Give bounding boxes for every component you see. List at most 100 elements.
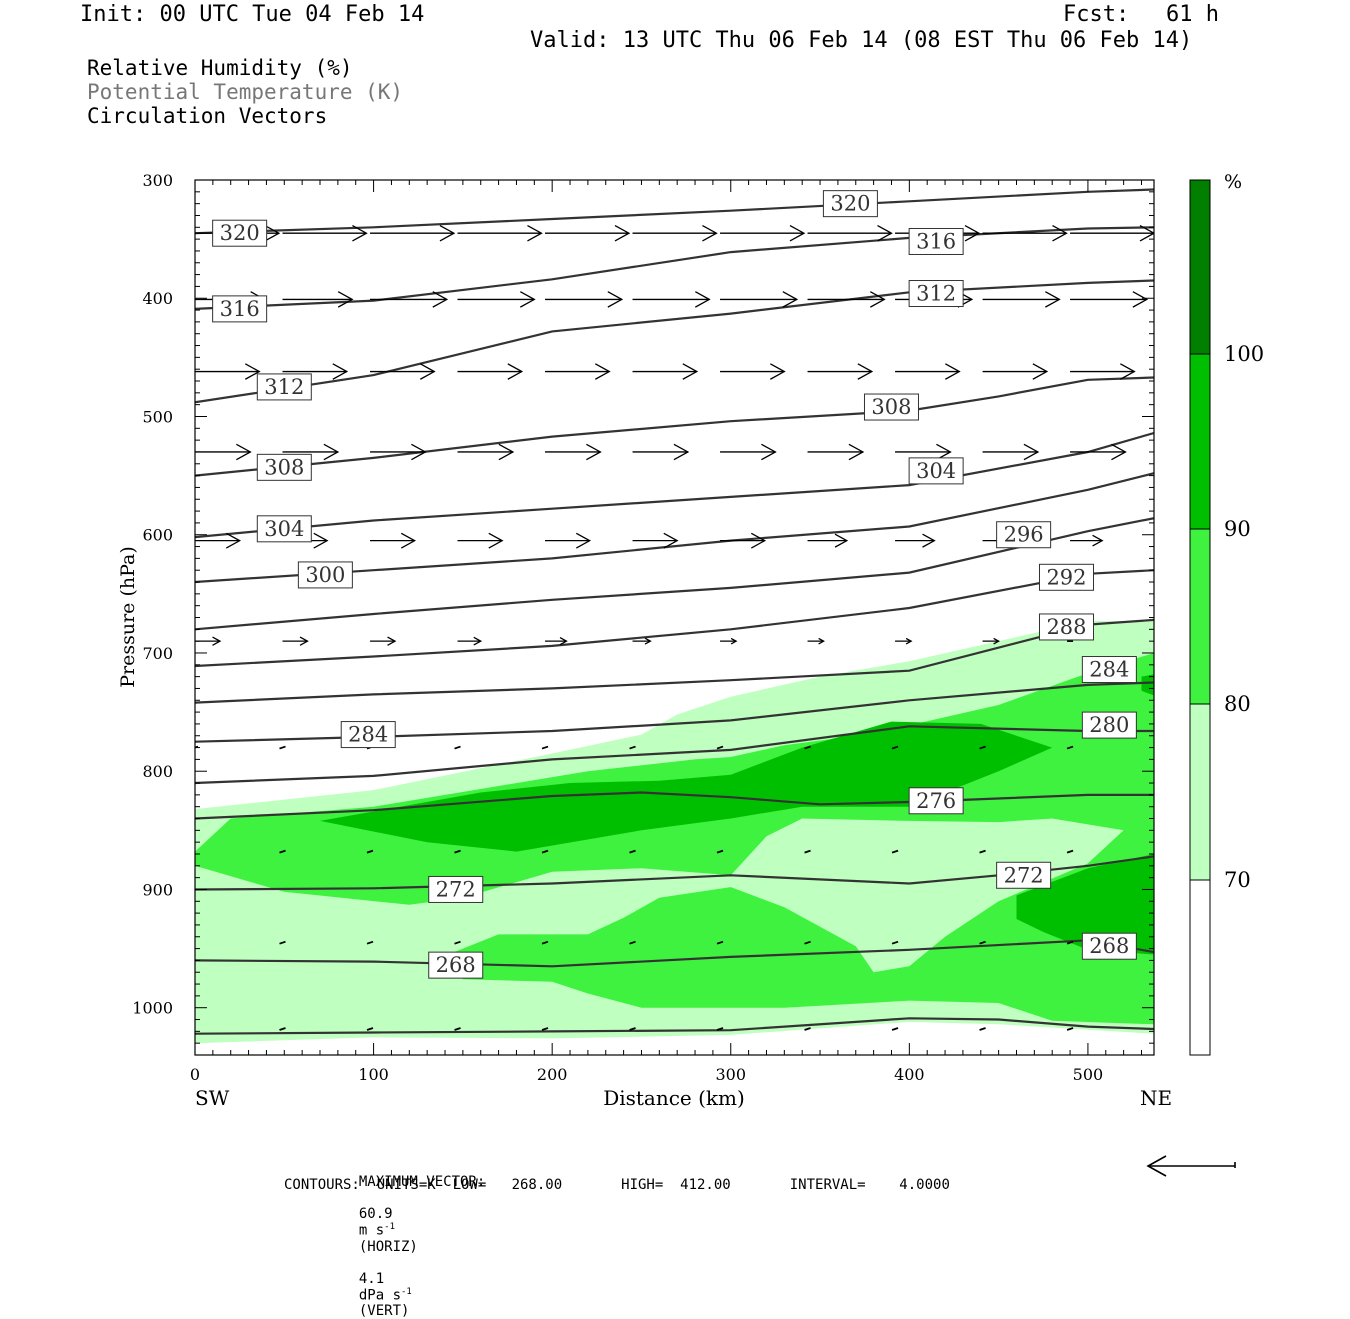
- colorbar-frame: [1189, 179, 1211, 1056]
- vector-arrow: [457, 443, 515, 461]
- vector-tick: [1066, 849, 1074, 854]
- colorbar-swatch-4: [1190, 880, 1210, 1055]
- vector-arrow: [720, 224, 806, 242]
- vector-arrow: [370, 291, 449, 308]
- vert-exponent: -1: [401, 1286, 412, 1297]
- x-end-label-sw: SW: [195, 1086, 230, 1110]
- svg-text:292: 292: [1046, 565, 1086, 589]
- vector-tick: [454, 1027, 461, 1031]
- vector-arrow: [632, 443, 690, 461]
- vector-arrow: [282, 443, 340, 461]
- vector-tick: [279, 745, 286, 750]
- vector-tick: [279, 1027, 286, 1031]
- vector-arrow: [807, 533, 849, 548]
- vector-arrow: [982, 291, 1061, 308]
- isentrope-316: [195, 226, 1154, 310]
- legend-circulation-vectors: Circulation Vectors: [87, 104, 328, 128]
- vector-tick: [541, 940, 549, 945]
- vector-arrow: [457, 636, 483, 646]
- y-tick-label: 900: [142, 880, 173, 899]
- vector-tick: [891, 1027, 899, 1031]
- svg-text:316: 316: [916, 229, 956, 253]
- vector-tick: [629, 1027, 636, 1031]
- colorbar-swatch-1: [1190, 354, 1210, 529]
- svg-text:308: 308: [264, 455, 304, 479]
- vector-tick: [804, 940, 811, 945]
- vector-tick: [541, 745, 549, 750]
- vector-arrow: [1070, 443, 1127, 461]
- svg-text:312: 312: [916, 282, 956, 306]
- vector-arrow: [632, 291, 711, 308]
- rh-region-90-2: [320, 721, 1053, 852]
- isentrope-label-304: 304: [908, 457, 964, 485]
- vector-tick: [195, 745, 199, 749]
- isentrope-labels: 3203203163163123123083083043043002962922…: [212, 190, 1137, 979]
- colorbar-label-70: 70: [1224, 868, 1251, 892]
- vert-max-value: 4.1: [358, 1270, 385, 1287]
- vector-arrow: [720, 363, 786, 380]
- svg-text:320: 320: [830, 192, 870, 216]
- vector-arrow: [720, 443, 777, 461]
- vector-arrow: [457, 363, 524, 380]
- vector-arrow: [545, 637, 568, 646]
- isentrope-308: [195, 376, 1154, 477]
- isentrope-label-284: 284: [340, 721, 396, 749]
- x-tick-label: 400: [894, 1065, 925, 1084]
- x-tick-label: 200: [537, 1065, 568, 1084]
- vector-arrow: [982, 443, 1040, 461]
- vector-arrow: [982, 637, 1000, 645]
- svg-text:300: 300: [305, 563, 345, 587]
- contours-info: CONTOURS: UNITS=K LOW= 268.00 HIGH= 412.…: [284, 1177, 950, 1193]
- horiz-tag: (HORIZ): [358, 1238, 418, 1255]
- isentrope-label-272: 272: [428, 875, 484, 903]
- isentrope-label-276: 276: [908, 787, 964, 815]
- vector-arrow: [370, 443, 427, 461]
- vector-tick: [629, 940, 636, 945]
- svg-text:284: 284: [1089, 658, 1129, 682]
- x-axis-title: Distance (km): [603, 1086, 745, 1110]
- vector-arrow: [282, 363, 349, 380]
- x-tick-label: 300: [715, 1065, 746, 1084]
- isentrope-312: [195, 279, 1154, 404]
- vector-arrow: [632, 532, 679, 549]
- legend-relative-humidity: Relative Humidity (%): [87, 56, 353, 80]
- svg-text:296: 296: [1004, 523, 1044, 547]
- vector-tick: [629, 745, 636, 750]
- isentrope-label-316: 316: [908, 227, 964, 255]
- vector-arrow: [457, 224, 543, 242]
- cross-section-chart: 3203203163163123123083083043043002962922…: [117, 171, 1264, 1177]
- y-tick-label: 800: [142, 762, 173, 781]
- vector-tick: [804, 1027, 811, 1031]
- vector-arrow: [895, 363, 961, 380]
- y-tick-label: 600: [142, 526, 173, 545]
- vector-tick: [366, 1027, 374, 1031]
- isentrope-label-268: 268: [428, 951, 484, 979]
- y-tick-label: 400: [142, 289, 173, 308]
- svg-text:272: 272: [1004, 863, 1044, 887]
- vector-tick: [1066, 940, 1074, 945]
- vector-arrow: [895, 443, 952, 461]
- colorbar-swatch-3: [1190, 704, 1210, 880]
- vector-tick: [716, 849, 724, 854]
- isentrope-label-312: 312: [908, 280, 964, 308]
- horiz-exponent: -1: [384, 1222, 395, 1232]
- vector-tick: [979, 940, 986, 945]
- vector-tick: [454, 940, 461, 945]
- vector-arrow: [720, 291, 799, 308]
- vector-arrow: [545, 291, 624, 308]
- isentrope-label-272: 272: [996, 861, 1052, 889]
- vector-tick: [891, 940, 899, 945]
- isentrope-label-292: 292: [1038, 563, 1094, 591]
- colorbar-label-80: 80: [1224, 692, 1251, 716]
- x-tick-label: 500: [1073, 1065, 1104, 1084]
- colorbar-label-90: 90: [1224, 517, 1251, 541]
- y-tick-label: 700: [142, 644, 173, 663]
- svg-text:268: 268: [1089, 934, 1129, 958]
- vector-arrow: [720, 532, 767, 549]
- vector-tick: [279, 849, 286, 854]
- isentrope-label-304: 304: [256, 515, 312, 543]
- valid-time: Valid: 13 UTC Thu 06 Feb 14 (08 EST Thu …: [530, 28, 1193, 53]
- horiz-max-value: 60.9: [358, 1206, 393, 1222]
- vector-tick: [629, 849, 636, 854]
- isentrope-label-316: 316: [212, 295, 268, 323]
